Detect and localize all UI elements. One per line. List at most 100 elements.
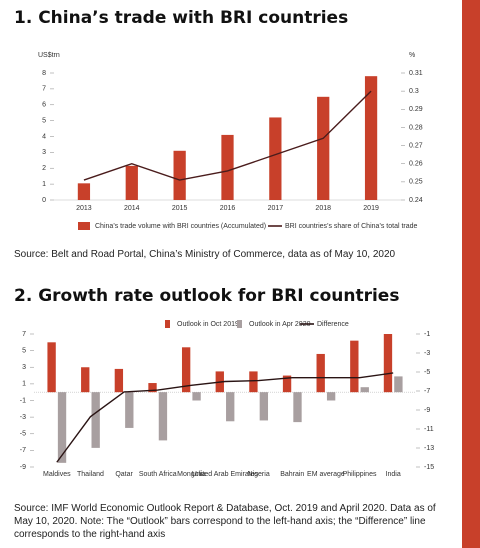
y-tick-label: 6 [42, 102, 46, 109]
legend-swatch [237, 320, 242, 328]
bar [57, 392, 67, 463]
x-tick-label: 2013 [76, 205, 92, 212]
bar [326, 392, 336, 401]
bar [148, 383, 157, 393]
x-tick-label: United Arab Emirates [192, 471, 259, 478]
legend-label: BRI countries’s share of China’s total t… [285, 223, 418, 230]
bar [125, 165, 138, 200]
y-tick-label: 5 [42, 117, 46, 124]
chart-title: 1. China’s trade with BRI countries [14, 8, 349, 28]
bar [364, 76, 378, 200]
bar [125, 392, 134, 428]
bar [226, 392, 235, 422]
bar [259, 392, 269, 421]
x-tick-label: 2015 [172, 205, 188, 212]
legend-label: Difference [317, 321, 349, 328]
x-tick-label: 2016 [220, 205, 236, 212]
x-tick-label: India [386, 471, 401, 478]
bar [269, 117, 282, 200]
bar [47, 342, 56, 393]
bar [77, 183, 91, 200]
y-tick-label: 4 [42, 133, 46, 140]
bar [114, 368, 124, 393]
y2-tick-label: 0.29 [409, 106, 423, 113]
line [56, 372, 394, 463]
x-tick-label: Qatar [115, 471, 133, 478]
y-tick-label: 8 [42, 70, 46, 77]
bar [316, 353, 325, 393]
x-tick-label: 2019 [363, 205, 379, 212]
y-tick-label: -5 [20, 431, 26, 438]
y-tick-label: -1 [20, 397, 26, 404]
x-tick-label: South Africa [139, 471, 177, 478]
y2-tick-label: -13 [424, 445, 434, 452]
y-tick-label: 0 [42, 197, 46, 204]
x-tick-label: Mongolia [177, 471, 206, 478]
x-tick-label: Maldives [43, 471, 71, 478]
chart: US$trn % 0 1 2 3 4 5 6 7 8 0.24 0.25 0.26 0.27 0.28 0.29… [38, 52, 423, 230]
legend-label: Outlook in Oct 2019 [177, 321, 239, 328]
bar [91, 392, 100, 448]
bar [158, 392, 168, 441]
y2-tick-label: -5 [424, 369, 430, 376]
y2-tick-label: 0.25 [409, 179, 423, 186]
y-axis-label: US$trn [38, 52, 60, 59]
bar [81, 367, 90, 393]
x-tick-label: 2018 [315, 205, 331, 212]
y2-tick-label: 0.3 [409, 88, 419, 95]
bar [394, 376, 403, 393]
x-tick-label: 2017 [268, 205, 284, 212]
bar [192, 392, 201, 401]
x-tick-label: Bahrain [280, 471, 304, 478]
y2-tick-label: -11 [424, 426, 434, 433]
bar [282, 375, 292, 393]
y2-tick-label: -7 [424, 388, 430, 395]
bar [221, 134, 234, 200]
bar [383, 334, 393, 393]
y-tick-label: 7 [42, 86, 46, 93]
y2-tick-label: -3 [424, 350, 430, 357]
y-tick-label: -3 [20, 414, 26, 421]
y2-tick-label: 0.27 [409, 142, 423, 149]
legend-swatch [78, 222, 90, 230]
legend-label: Outlook in Apr 2020 [249, 321, 311, 328]
x-tick-label: Nigeria [248, 471, 270, 478]
x-tick-label: EM average [307, 471, 345, 478]
bar [293, 392, 302, 423]
y-tick-label: 3 [22, 364, 26, 371]
x-tick-label: Philippines [343, 471, 377, 478]
y-tick-label: 2 [42, 165, 46, 172]
y-tick-label: 1 [22, 381, 26, 388]
bar [360, 387, 369, 393]
x-tick-label: Thailand [77, 471, 104, 478]
y-tick-label: -7 [20, 447, 26, 454]
chart-title: 2. Growth rate outlook for BRI countries [14, 286, 400, 306]
y2-tick-label: -15 [424, 464, 434, 471]
y-tick-label: 7 [22, 331, 26, 338]
bar [317, 96, 330, 200]
bar [350, 340, 359, 393]
source-note: Source: IMF World Economic Outlook Repor… [14, 503, 436, 540]
y-tick-label: 1 [42, 181, 46, 188]
y-tick-label: -9 [20, 464, 26, 471]
source-note: Source: Belt and Road Portal, China’s Mi… [14, 249, 396, 260]
y2-tick-label: 0.24 [409, 197, 423, 204]
y-tick-label: 5 [22, 347, 26, 354]
y2-tick-label: 0.28 [409, 124, 423, 131]
bar [249, 371, 258, 393]
y2-axis-label: % [409, 52, 415, 59]
legend-swatch [165, 320, 170, 328]
y-tick-label: 3 [42, 149, 46, 156]
side-strip [462, 0, 480, 548]
x-tick-label: 2014 [124, 205, 140, 212]
y2-tick-label: 0.26 [409, 161, 423, 168]
chart: -9-7-5-3-11357-15-13-11-9-7-5-3-1Maldive… [20, 320, 434, 478]
y2-tick-label: 0.31 [409, 70, 423, 77]
bar [173, 150, 186, 200]
y2-tick-label: -1 [424, 331, 430, 338]
legend-label: China’s trade volume with BRI countries … [95, 223, 266, 230]
bar [181, 347, 191, 393]
line [83, 90, 372, 181]
y2-tick-label: -9 [424, 407, 430, 414]
